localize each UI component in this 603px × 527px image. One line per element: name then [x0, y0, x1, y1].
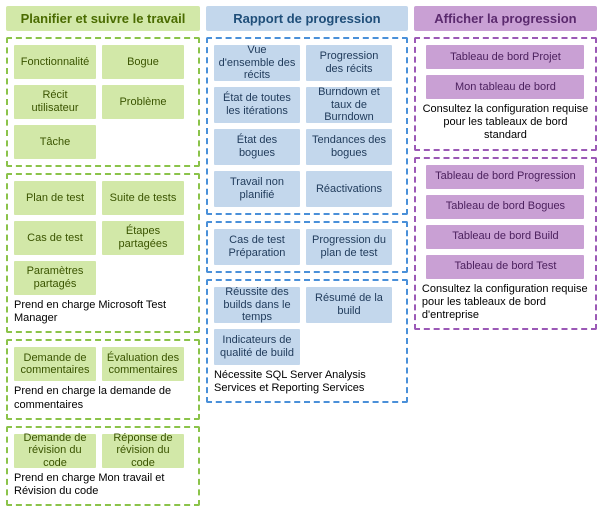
blue-group-test: Cas de test Préparation Progression du p…	[206, 221, 408, 273]
tile-feedback-request: Demande de commentaires	[14, 347, 96, 381]
purple-group-standard: Tableau de bord Projet Mon tableau de bo…	[414, 37, 597, 151]
green-group-code-review: Demande de révision du code Réponse de r…	[6, 426, 200, 506]
tile-feature: Fonctionnalité	[14, 45, 96, 79]
tile-bug-trends: Tendances des bogues	[306, 129, 392, 165]
tile-user-story: Récit utilisateur	[14, 85, 96, 119]
tile-test-dashboard: Tableau de bord Test	[426, 255, 584, 279]
three-column-layout: Planifier et suivre le travail Fonctionn…	[6, 6, 597, 506]
tile-reactivations: Réactivations	[306, 171, 392, 207]
tile-shared-params: Paramètres partagés	[14, 261, 96, 295]
caption-feedback: Prend en charge la demande de commentair…	[14, 385, 192, 411]
tiles: Demande de révision du code Réponse de r…	[14, 434, 192, 468]
column-progress-report: Rapport de progression Vue d'ensemble de…	[206, 6, 408, 506]
tile-burndown: Burndown et taux de Burndown	[306, 87, 392, 123]
tile-project-dashboard: Tableau de bord Projet	[426, 45, 584, 69]
tile-build-summary: Résumé de la build	[306, 287, 392, 323]
tiles: Réussite des builds dans le temps Résumé…	[214, 287, 400, 365]
tiles: Tableau de bord Projet Mon tableau de bo…	[422, 45, 589, 99]
caption-test-manager: Prend en charge Microsoft Test Manager	[14, 299, 192, 325]
column-plan-track: Planifier et suivre le travail Fonctionn…	[6, 6, 200, 506]
header-progress-report: Rapport de progression	[206, 6, 408, 31]
tile-progress-dashboard: Tableau de bord Progression	[426, 165, 584, 189]
header-show-progress: Afficher la progression	[414, 6, 597, 31]
tile-unplanned-work: Travail non planifié	[214, 171, 300, 207]
tile-bug: Bogue	[102, 45, 184, 79]
green-group-feedback: Demande de commentaires Évaluation des c…	[6, 339, 200, 419]
tile-test-plan-progress: Progression du plan de test	[306, 229, 392, 265]
tile-test-plan: Plan de test	[14, 181, 96, 215]
caption-standard-dashboards: Consultez la configuration requise pour …	[422, 103, 589, 143]
tile-code-review-response: Réponse de révision du code	[102, 434, 184, 468]
tile-task: Tâche	[14, 125, 96, 159]
tile-build-quality: Indicateurs de qualité de build	[214, 329, 300, 365]
caption-enterprise-dashboards: Consultez la configuration requise pour …	[422, 283, 589, 323]
tile-build-dashboard: Tableau de bord Build	[426, 225, 584, 249]
green-group-work-items: Fonctionnalité Bogue Récit utilisateur P…	[6, 37, 200, 167]
green-group-test: Plan de test Suite de tests Cas de test …	[6, 173, 200, 333]
tile-stories-progress: Progression des récits	[306, 45, 392, 81]
column-show-progress: Afficher la progression Tableau de bord …	[414, 6, 597, 506]
caption-code-review: Prend en charge Mon travail et Révision …	[14, 472, 192, 498]
header-plan-track: Planifier et suivre le travail	[6, 6, 200, 31]
tile-stories-overview: Vue d'ensemble des récits	[214, 45, 300, 81]
tile-my-dashboard: Mon tableau de bord	[426, 75, 584, 99]
tile-test-case: Cas de test	[14, 221, 96, 255]
tile-code-review-request: Demande de révision du code	[14, 434, 96, 468]
tiles: Plan de test Suite de tests Cas de test …	[14, 181, 192, 295]
blue-group-build: Réussite des builds dans le temps Résumé…	[206, 279, 408, 403]
tile-iterations-status: État de toutes les itérations	[214, 87, 300, 123]
tiles: Cas de test Préparation Progression du p…	[214, 229, 400, 265]
tiles: Demande de commentaires Évaluation des c…	[14, 347, 192, 381]
blue-group-reports: Vue d'ensemble des récits Progression de…	[206, 37, 408, 215]
tile-test-suite: Suite de tests	[102, 181, 184, 215]
tile-build-success: Réussite des builds dans le temps	[214, 287, 300, 323]
tiles: Vue d'ensemble des récits Progression de…	[214, 45, 400, 207]
tile-shared-steps: Étapes partagées	[102, 221, 184, 255]
tile-bugs-dashboard: Tableau de bord Bogues	[426, 195, 584, 219]
tile-test-case-readiness: Cas de test Préparation	[214, 229, 300, 265]
tile-issue: Problème	[102, 85, 184, 119]
purple-group-enterprise: Tableau de bord Progression Tableau de b…	[414, 157, 597, 331]
tile-bug-status: État des bogues	[214, 129, 300, 165]
caption-ssas: Nécessite SQL Server Analysis Services e…	[214, 369, 400, 395]
tile-feedback-review: Évaluation des commentaires	[102, 347, 184, 381]
tiles: Tableau de bord Progression Tableau de b…	[422, 165, 589, 279]
tiles: Fonctionnalité Bogue Récit utilisateur P…	[14, 45, 192, 159]
